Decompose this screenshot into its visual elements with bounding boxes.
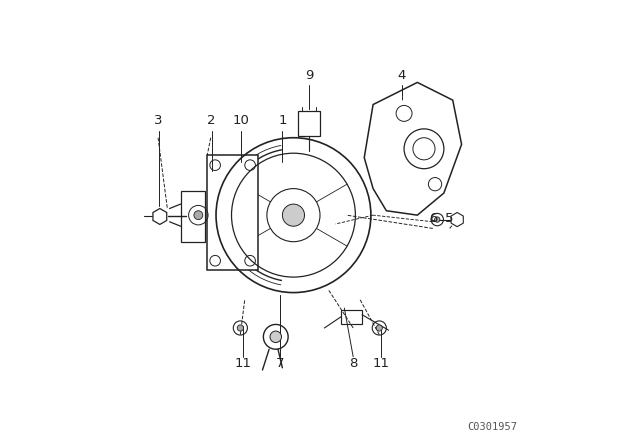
Text: 10: 10 xyxy=(233,113,250,126)
Polygon shape xyxy=(364,82,461,215)
Text: 7: 7 xyxy=(276,357,284,370)
Polygon shape xyxy=(451,212,463,227)
Text: C0301957: C0301957 xyxy=(467,422,517,432)
Text: 11: 11 xyxy=(372,357,389,370)
Polygon shape xyxy=(153,208,167,224)
Circle shape xyxy=(194,211,203,220)
FancyBboxPatch shape xyxy=(298,111,320,135)
Circle shape xyxy=(376,325,382,331)
FancyBboxPatch shape xyxy=(180,191,205,242)
Text: 1: 1 xyxy=(278,113,287,126)
Text: 4: 4 xyxy=(397,69,406,82)
Text: 9: 9 xyxy=(305,69,313,82)
Text: 2: 2 xyxy=(207,113,216,126)
FancyBboxPatch shape xyxy=(207,155,258,271)
Text: 3: 3 xyxy=(154,113,163,126)
Text: 8: 8 xyxy=(349,357,357,370)
FancyBboxPatch shape xyxy=(340,310,362,323)
Circle shape xyxy=(435,217,440,222)
Circle shape xyxy=(282,204,305,226)
Text: 5: 5 xyxy=(445,212,454,225)
Circle shape xyxy=(270,331,282,343)
Circle shape xyxy=(237,325,243,331)
Text: 6: 6 xyxy=(429,212,438,225)
Text: 11: 11 xyxy=(234,357,251,370)
